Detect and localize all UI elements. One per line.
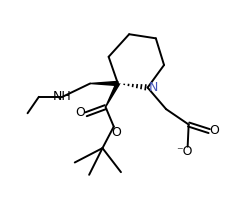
Polygon shape [106, 83, 119, 107]
Text: O: O [111, 126, 121, 139]
Text: ⁻O: ⁻O [177, 145, 193, 158]
Text: NH: NH [53, 90, 72, 103]
Text: O: O [210, 124, 219, 137]
Text: N: N [149, 81, 158, 94]
Text: O: O [75, 106, 85, 119]
Polygon shape [90, 81, 118, 85]
